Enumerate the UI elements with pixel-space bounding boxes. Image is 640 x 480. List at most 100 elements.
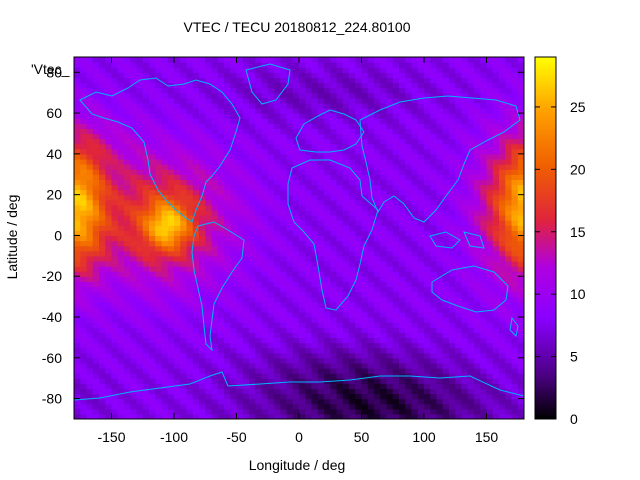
heatmap-cell [517,92,524,99]
heatmap-cell [511,393,519,400]
heatmap-cell [467,306,475,313]
heatmap-cell [380,82,388,89]
heatmap-cell [411,230,419,237]
heatmap-cell [274,164,281,170]
heatmap-cell [467,352,475,359]
heatmap-cell [86,123,94,129]
heatmap-cell [367,373,375,379]
heatmap-cell [349,179,356,186]
heatmap-cell [124,327,131,333]
heatmap-cell [474,148,481,155]
heatmap-cell [374,158,381,165]
heatmap-cell [92,317,100,323]
heatmap-cell [399,123,406,129]
heatmap-cell [149,128,156,135]
heatmap-cell [117,72,125,78]
heatmap-cell [180,357,188,364]
heatmap-cell [92,174,100,180]
heatmap-cell [330,337,338,344]
heatmap-cell [380,215,388,221]
heatmap-cell [205,332,213,339]
heatmap-cell [130,230,138,237]
heatmap-cell [367,286,375,293]
heatmap-cell [492,82,500,89]
heatmap-cell [74,337,81,344]
heatmap-cell [155,337,163,344]
heatmap-cell [205,204,213,211]
heatmap-cell [92,362,100,369]
heatmap-cell [74,240,81,247]
heatmap-cell [224,286,231,293]
heatmap-cell [180,291,188,298]
heatmap-cell [161,215,169,221]
heatmap-cell [105,113,113,119]
heatmap-cell [255,286,263,293]
heatmap-cell [192,373,200,379]
heatmap-cell [224,398,231,405]
heatmap-cell [161,92,169,99]
heatmap-cell [417,250,425,257]
heatmap-cell [117,153,125,160]
heatmap-cell [392,332,400,339]
heatmap-cell [267,271,275,277]
heatmap-cell [299,215,306,221]
heatmap-cell [117,62,125,68]
heatmap-cell [80,62,88,68]
heatmap-cell [111,311,119,318]
heatmap-cell [211,107,219,114]
heatmap-cell [517,245,524,252]
heatmap-cell [330,250,338,257]
heatmap-cell [474,72,481,78]
heatmap-cell [186,347,194,354]
heatmap-cell [174,87,181,94]
heatmap-cell [517,347,524,354]
heatmap-cell [486,260,494,267]
heatmap-cell [336,311,344,318]
heatmap-cell [261,352,269,359]
heatmap-cell [442,67,450,73]
heatmap-cell [217,317,225,323]
heatmap-cell [224,164,231,170]
heatmap-cell [280,209,288,216]
heatmap-cell [124,77,131,84]
heatmap-cell [336,174,344,180]
heatmap-cell [130,164,138,170]
heatmap-cell [467,138,475,145]
heatmap-cell [399,148,406,155]
heatmap-cell [249,153,256,160]
heatmap-cell [392,174,400,180]
heatmap-cell [136,255,144,262]
heatmap-cell [167,215,175,221]
heatmap-cell [399,403,406,410]
heatmap-cell [430,240,438,247]
heatmap-cell [299,352,306,359]
heatmap-cell [136,383,144,390]
heatmap-cell [224,373,231,379]
heatmap-cell [199,199,206,206]
heatmap-cell [136,102,144,109]
heatmap-cell [349,169,356,175]
heatmap-cell [492,204,500,211]
heatmap-cell [342,266,350,272]
heatmap-cell [336,164,344,170]
heatmap-cell [467,266,475,272]
heatmap-cell [230,408,238,415]
heatmap-cell [430,260,438,267]
heatmap-cell [505,118,513,124]
heatmap-cell [380,138,388,145]
heatmap-cell [174,128,181,135]
heatmap-cell [274,322,281,328]
heatmap-cell [442,199,450,206]
heatmap-cell [380,327,388,333]
heatmap-cell [130,194,138,201]
heatmap-cell [317,357,325,364]
heatmap-cell [349,281,356,288]
heatmap-cell [430,128,438,135]
heatmap-cell [142,215,150,221]
heatmap-cell [267,184,275,191]
heatmap-cell [280,118,288,124]
heatmap-cell [424,342,431,349]
heatmap-cell [299,357,306,364]
heatmap-cell [461,194,469,201]
heatmap-cell [405,266,413,272]
